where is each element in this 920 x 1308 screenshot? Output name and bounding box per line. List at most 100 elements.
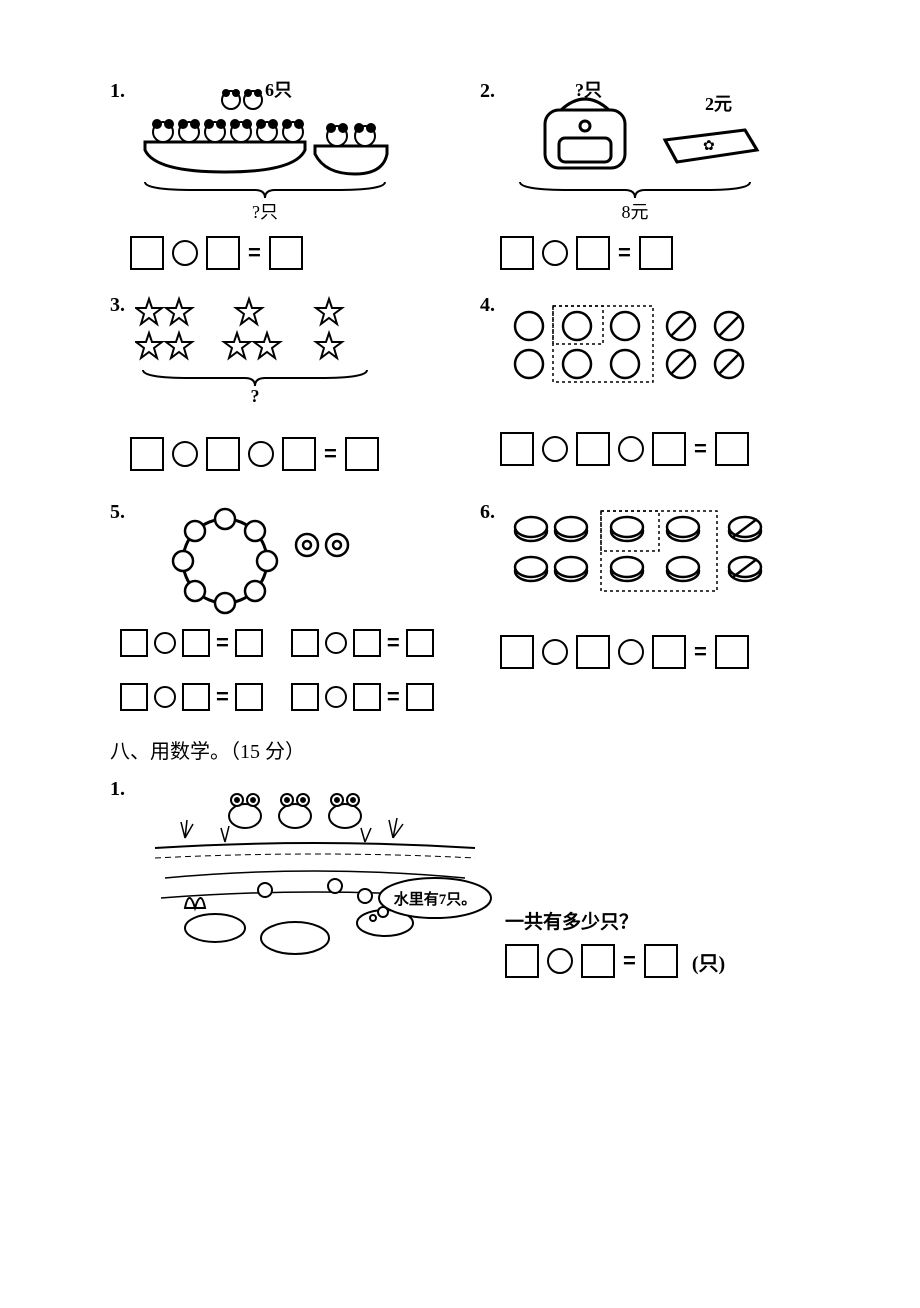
answer-box[interactable]: [576, 432, 610, 466]
problem-number: 4.: [480, 294, 495, 317]
answer-box[interactable]: [715, 432, 749, 466]
problem-number: 5.: [110, 501, 125, 524]
answer-box[interactable]: [406, 629, 434, 657]
equals-sign: =: [694, 639, 707, 665]
answer-box[interactable]: [576, 635, 610, 669]
answer-box[interactable]: [500, 236, 534, 270]
equals-sign: =: [623, 948, 636, 974]
brace-icon: [505, 180, 765, 200]
answer-box[interactable]: [406, 683, 434, 711]
answer-box[interactable]: [500, 635, 534, 669]
operator-circle[interactable]: [542, 436, 568, 462]
answer-box[interactable]: [652, 432, 686, 466]
discs-illustration: [505, 507, 785, 597]
answer-box[interactable]: [235, 683, 263, 711]
operator-circle[interactable]: [325, 686, 347, 708]
equals-sign: =: [324, 441, 337, 467]
operator-circle[interactable]: [618, 639, 644, 665]
answer-box[interactable]: [505, 944, 539, 978]
equation-group-4: = = =: [110, 621, 480, 711]
equation-template: =: [120, 629, 263, 657]
row-2: 3.: [110, 294, 830, 471]
equation-template-3op: =: [500, 432, 830, 466]
operator-circle[interactable]: [547, 948, 573, 974]
equation-template: =: [500, 236, 830, 270]
answer-box[interactable]: [182, 629, 210, 657]
operator-circle[interactable]: [618, 436, 644, 462]
problem-6: 6.: [480, 501, 830, 711]
problem-5: 5.: [110, 501, 480, 711]
problem-2: 2. ?只 2元: [480, 80, 830, 270]
svg-text:?只: ?只: [575, 80, 602, 100]
operator-circle[interactable]: [542, 639, 568, 665]
section8-problem-1: 1.: [110, 778, 830, 978]
problem-number: 1.: [110, 80, 125, 103]
problem-number: 2.: [480, 80, 495, 103]
answer-box[interactable]: [715, 635, 749, 669]
equation-template: =: [291, 629, 434, 657]
answer-box[interactable]: [353, 683, 381, 711]
answer-box[interactable]: [644, 944, 678, 978]
answer-box[interactable]: [282, 437, 316, 471]
section-8-title: 八、用数学。（15 分）: [110, 735, 830, 764]
brace-caption: ?: [251, 386, 260, 407]
answer-box[interactable]: [581, 944, 615, 978]
boats-puppies-illustration: 6只: [135, 80, 395, 180]
problem-4: 4.: [480, 294, 830, 471]
question-text: 一共有多少只？: [505, 907, 725, 934]
answer-box[interactable]: [120, 629, 148, 657]
brace-caption: ?只: [252, 198, 278, 224]
answer-box[interactable]: [235, 629, 263, 657]
equals-sign: =: [248, 240, 261, 266]
operator-circle[interactable]: [154, 632, 176, 654]
equation-template-3op: =: [500, 635, 830, 669]
answer-box[interactable]: [206, 236, 240, 270]
unit-label: (只): [692, 947, 725, 976]
answer-box[interactable]: [130, 236, 164, 270]
row-1: 1. 6只: [110, 80, 830, 270]
answer-box[interactable]: [120, 683, 148, 711]
equation-template: =: [120, 683, 263, 711]
equals-sign: =: [216, 630, 229, 656]
brace-icon: [135, 180, 395, 200]
answer-box[interactable]: [652, 635, 686, 669]
answer-box[interactable]: [206, 437, 240, 471]
label-6zhi: 6只: [265, 80, 292, 100]
frogs-pond-illustration: 水里有7只。: [135, 778, 495, 978]
operator-circle[interactable]: [542, 240, 568, 266]
equation-template: =: [291, 683, 434, 711]
answer-box[interactable]: [269, 236, 303, 270]
equals-sign: =: [216, 684, 229, 710]
equation-template-3op: =: [130, 437, 480, 471]
svg-text:✿: ✿: [703, 139, 715, 154]
answer-box[interactable]: [130, 437, 164, 471]
equals-sign: =: [387, 630, 400, 656]
problem-3: 3.: [110, 294, 480, 471]
answer-box[interactable]: [353, 629, 381, 657]
brace-icon: [135, 368, 375, 388]
problem-number: 6.: [480, 501, 495, 524]
answer-box[interactable]: [182, 683, 210, 711]
answer-box[interactable]: [291, 629, 319, 657]
answer-box[interactable]: [291, 683, 319, 711]
answer-box[interactable]: [500, 432, 534, 466]
equals-sign: =: [387, 684, 400, 710]
problem-number: 1.: [110, 778, 125, 801]
section8-p1-right: 一共有多少只？ = (只): [505, 907, 725, 978]
bracelet-illustration: [135, 501, 375, 621]
operator-circle[interactable]: [172, 240, 198, 266]
answer-box[interactable]: [576, 236, 610, 270]
operator-circle[interactable]: [154, 686, 176, 708]
problem-number: 3.: [110, 294, 125, 317]
problem-1: 1. 6只: [110, 80, 480, 270]
equation-template: = (只): [505, 944, 725, 978]
operator-circle[interactable]: [172, 441, 198, 467]
brace-caption: 8元: [622, 198, 649, 224]
operator-circle[interactable]: [248, 441, 274, 467]
worksheet-page: 1. 6只: [0, 0, 920, 1078]
answer-box[interactable]: [639, 236, 673, 270]
equals-sign: =: [694, 436, 707, 462]
operator-circle[interactable]: [325, 632, 347, 654]
svg-text:2元: 2元: [705, 94, 732, 114]
answer-box[interactable]: [345, 437, 379, 471]
